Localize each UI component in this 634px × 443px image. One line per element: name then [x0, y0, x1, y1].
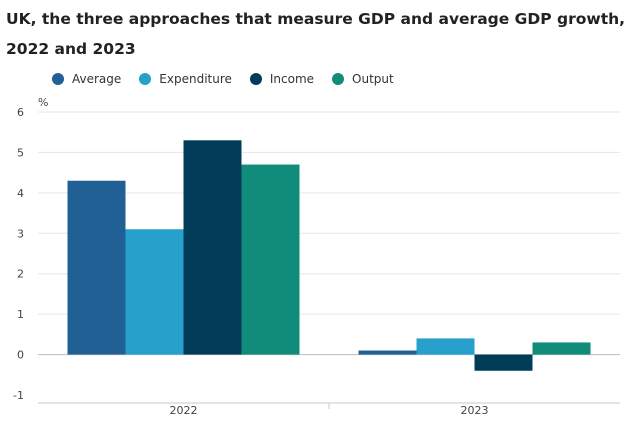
- bar-expenditure-2022: [125, 229, 184, 355]
- legend-swatch-output: [332, 73, 345, 85]
- legend-swatch-income: [249, 73, 262, 85]
- y-axis: % 6 5 4 3 2 1 0 -1: [13, 96, 48, 402]
- y-axis-unit: %: [38, 96, 48, 109]
- bar-output-2022: [241, 164, 300, 355]
- legend-label-expenditure: Expenditure: [159, 72, 232, 86]
- legend-label-income: Income: [269, 72, 315, 86]
- y-tick-label: 4: [17, 187, 24, 200]
- bar-average-2022: [67, 180, 126, 355]
- y-tick-label: 2: [17, 268, 24, 281]
- y-tick-label: 1: [17, 308, 24, 321]
- bar-income-2022: [183, 140, 242, 355]
- x-tick-label-2022: 2022: [170, 404, 198, 417]
- y-tick-label: 0: [17, 349, 24, 362]
- bars: [67, 140, 591, 371]
- legend-item-income[interactable]: Income: [249, 72, 315, 86]
- chart-legend: Average Expenditure Income Output: [52, 72, 412, 86]
- chart-subtitle: 2022 and 2023: [6, 40, 136, 58]
- legend-item-output[interactable]: Output: [332, 72, 394, 86]
- x-tick-label-2023: 2023: [461, 404, 489, 417]
- y-tick-label: 6: [17, 106, 24, 119]
- chart-title: UK, the three approaches that measure GD…: [6, 4, 626, 64]
- bar-income-2023: [474, 354, 533, 371]
- legend-item-expenditure[interactable]: Expenditure: [139, 72, 232, 86]
- legend-label-average: Average: [72, 72, 122, 86]
- legend-swatch-expenditure: [139, 73, 152, 85]
- chart-title-line1: UK, the three approaches that measure GD…: [6, 10, 626, 28]
- y-tick-label: 3: [17, 227, 24, 240]
- bar-output-2023: [532, 342, 591, 355]
- y-tick-label: 5: [17, 146, 24, 159]
- y-tick-label: -1: [13, 389, 24, 402]
- legend-swatch-average: [52, 73, 64, 85]
- legend-item-average[interactable]: Average: [52, 72, 121, 86]
- legend-label-output: Output: [352, 72, 394, 86]
- x-axis: 2022 2023: [38, 402, 620, 417]
- bar-expenditure-2023: [416, 338, 475, 355]
- bar-average-2023: [358, 350, 417, 355]
